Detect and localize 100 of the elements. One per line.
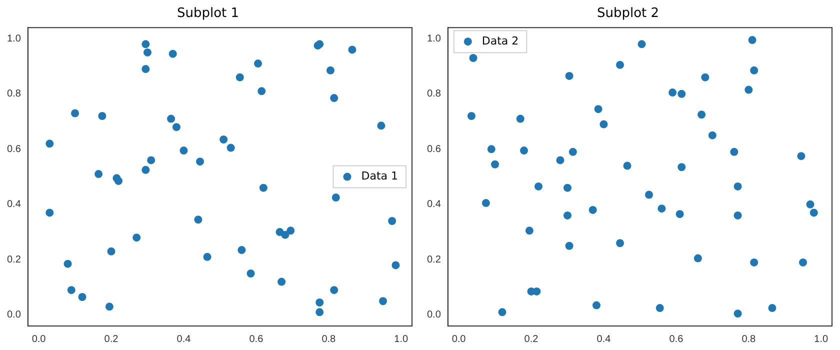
point [332, 194, 340, 202]
x-tick-label: 0.0 [452, 334, 466, 345]
point [236, 73, 244, 82]
point [142, 166, 150, 174]
y-tick-label: 0.0 [6, 310, 22, 321]
point [487, 145, 496, 154]
point [467, 112, 476, 120]
point [594, 105, 602, 114]
x-tick-label: 0.2 [104, 334, 119, 345]
x-tick-label: 1.0 [394, 334, 409, 345]
point [114, 176, 122, 185]
point [748, 36, 756, 44]
y-tick-label: 0.4 [6, 199, 22, 210]
x-tick-label: 0.2 [524, 334, 539, 345]
chart-title: Subplot 2 [596, 6, 660, 22]
point [98, 112, 106, 120]
x-tick-label: 0.4 [176, 334, 192, 345]
x-tick-label: 0.8 [742, 334, 756, 345]
point [142, 40, 150, 48]
point [491, 160, 500, 168]
point [563, 211, 572, 220]
point [107, 247, 116, 256]
point [194, 216, 202, 224]
point [708, 131, 716, 140]
point [330, 286, 338, 294]
point [525, 226, 534, 235]
point [658, 204, 666, 213]
point [678, 90, 686, 98]
point [797, 152, 806, 160]
point [563, 184, 572, 192]
point [105, 302, 114, 311]
point [694, 254, 702, 262]
point [516, 114, 524, 123]
point [744, 86, 753, 94]
point [46, 208, 54, 217]
point [238, 246, 246, 254]
point [498, 308, 506, 316]
point [810, 208, 818, 217]
point [147, 156, 156, 164]
x-tick-label: 0.6 [669, 334, 684, 345]
point [278, 278, 286, 286]
point [286, 226, 295, 235]
point [734, 182, 742, 190]
y-tick-label: 1.0 [6, 33, 22, 44]
y-tick-label: 0.4 [426, 199, 442, 210]
point [168, 50, 177, 58]
point [316, 298, 324, 307]
point [203, 252, 212, 261]
point [71, 109, 80, 118]
x-tick-label: 1.0 [814, 334, 829, 345]
point [94, 170, 103, 178]
point [226, 144, 235, 152]
point [196, 158, 204, 166]
x-tick-label: 0.6 [249, 334, 264, 345]
point [678, 163, 686, 172]
point [142, 65, 150, 74]
point [676, 210, 684, 218]
y-tick-label: 0.8 [426, 88, 442, 100]
point [388, 217, 396, 226]
y-tick-label: 0.2 [6, 254, 22, 266]
point [316, 308, 324, 316]
point [668, 88, 677, 97]
point [379, 297, 388, 306]
y-tick-label: 1.0 [426, 33, 442, 44]
y-tick-label: 0.6 [6, 144, 22, 155]
point [246, 270, 255, 278]
point [750, 66, 758, 74]
point [326, 66, 334, 74]
point [588, 206, 597, 214]
point [701, 73, 710, 82]
x-tick-label: 0.0 [32, 334, 46, 345]
point [78, 292, 86, 301]
point [67, 286, 76, 294]
point [220, 136, 228, 144]
point [750, 258, 758, 266]
point [172, 123, 180, 132]
point [734, 310, 742, 318]
legend-label: Data 1 [361, 170, 398, 183]
point [698, 110, 706, 119]
point [64, 260, 72, 268]
point [254, 60, 262, 68]
point [600, 120, 608, 128]
point [46, 140, 54, 148]
point [330, 94, 338, 102]
point [143, 48, 152, 56]
point [132, 234, 141, 242]
point [565, 72, 574, 80]
point [482, 199, 490, 208]
point [180, 146, 188, 155]
point [730, 148, 738, 156]
x-tick-label: 0.8 [322, 334, 336, 345]
point [799, 258, 808, 266]
point [568, 148, 577, 156]
y-tick-label: 0.8 [6, 88, 22, 100]
y-tick-label: 0.0 [426, 310, 442, 321]
point [616, 239, 624, 248]
point [167, 114, 176, 123]
point [734, 211, 742, 220]
chart-title: Subplot 1 [176, 6, 240, 22]
point [534, 182, 542, 190]
